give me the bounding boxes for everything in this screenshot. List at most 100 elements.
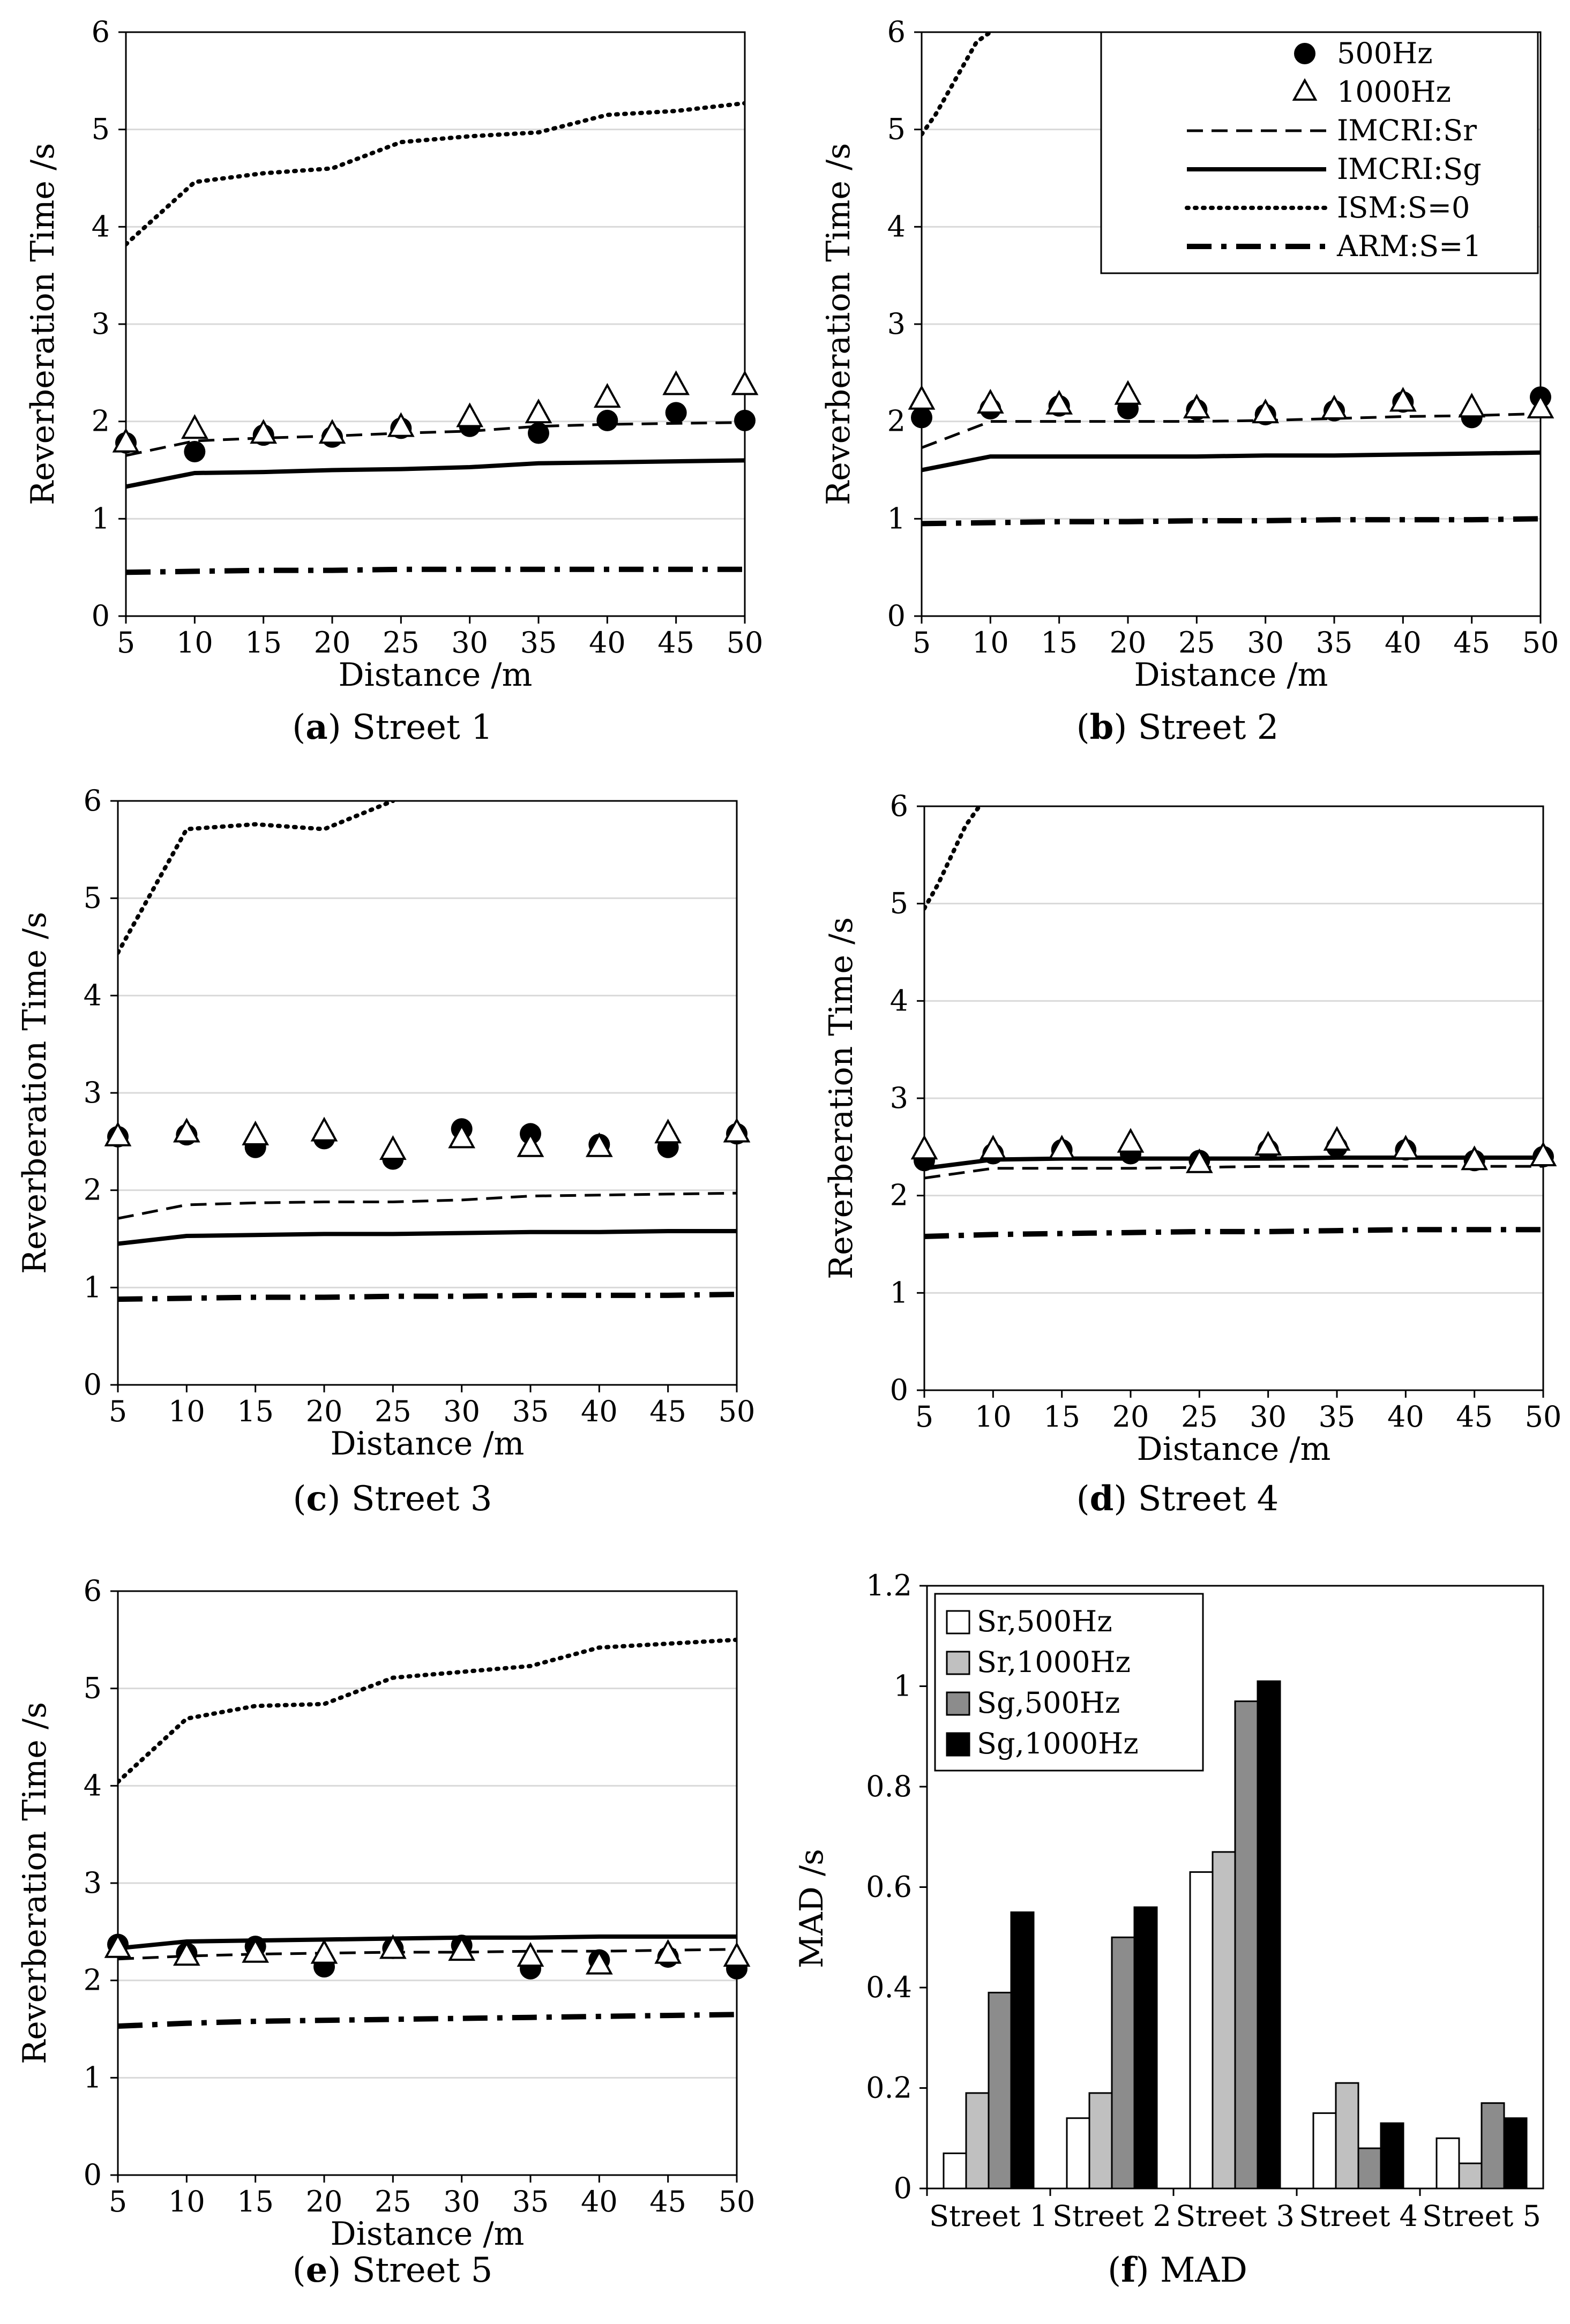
x-tick-label: 50 [1522,626,1559,659]
y-tick-label: 1.2 [866,1569,912,1602]
caption-a-letter: a [305,707,328,747]
point-1000hz [1254,1130,1282,1156]
legend-swatch [946,1732,970,1757]
point-1000hz [585,1950,613,1975]
point-1000hz [1045,389,1073,415]
x-tick-label: 15 [237,2185,274,2218]
legend-swatch-triangle [1292,78,1318,101]
y-tick-label: 0 [887,599,906,633]
point-1000hz [910,1135,938,1160]
x-tick-label: 35 [1316,626,1353,659]
y-axis-label: Reverberation Time /s [820,143,857,505]
point-1000hz [104,1121,132,1146]
y-axis-label: Reverberation Time /s [16,1702,54,2064]
legend-label: IMCRI:Sg [1337,152,1482,186]
series-line-arm-s1 [924,1227,1543,1239]
x-tick-label: 40 [1385,626,1422,659]
x-tick-label: 35 [512,2185,549,2218]
line-legend: 500Hz 1000Hz IMCRI:Sr IMCRI:Sg ISM:S=0 ARM:S=… [1100,31,1539,274]
point-1000hz [1252,398,1280,424]
point-1000hz [448,1936,476,1961]
point-1000hz [181,414,208,439]
x-tick-label: 20 [314,626,351,659]
x-tick-label: 35 [520,626,557,659]
x-tick-label: 30 [443,1395,480,1428]
point-1000hz [1048,1135,1076,1160]
bar-sr-1000hz [1088,2092,1113,2190]
y-axis-label: MAD /s [793,1849,831,1968]
series-line-ism-s0 [126,101,745,247]
point-1000hz [525,398,552,424]
point-500hz [911,407,932,429]
x-tick-label: 45 [1456,1400,1493,1434]
y-tick-label: 3 [887,307,906,341]
x-tick-label: 30 [451,626,488,659]
point-1000hz [310,1939,338,1964]
x-tick-label: 10 [168,2185,205,2218]
series-line-arm-s1 [118,1292,737,1302]
y-tick-label: 1 [894,1669,912,1703]
x-tick-label: 45 [657,626,694,659]
bar-sr-500hz [1189,1871,1214,2190]
caption-f-letter: f [1121,2250,1136,2290]
x-tick-label: 10 [972,626,1009,659]
x-tick-label: 45 [649,2185,686,2218]
bar-sr-500hz [1066,2117,1090,2190]
caption-e: (e) Street 5 [292,2250,493,2290]
legend-label: 500Hz [1337,36,1433,70]
bar-sg-500hz [1234,1700,1259,2190]
series-line-imcri-sr [118,1191,737,1220]
y-tick-label: 5 [92,113,110,146]
point-1000hz [379,1135,407,1160]
bar-sr-1000hz [1212,1851,1236,2190]
y-tick-label: 0 [890,1373,908,1407]
point-500hz [528,422,549,444]
y-tick-label: 0.2 [866,2071,912,2105]
x-tick-label: Street 1 [929,2199,1048,2233]
caption-c-text: Street 3 [351,1479,492,1519]
series-line-imcri-sr [924,1165,1543,1180]
x-tick-label: 15 [1041,626,1078,659]
y-tick-label: 1 [84,2060,102,2094]
point-1000hz [731,370,759,395]
y-tick-label: 5 [84,1671,102,1705]
y-tick-label: 0.8 [866,1770,912,1803]
x-tick-label: 5 [109,1395,127,1428]
series-line-arm-s1 [922,516,1541,527]
point-500hz [665,402,687,424]
series-lines [126,101,745,575]
x-tick-label: 5 [109,2185,127,2218]
series-line-imcri-sr [126,421,745,457]
y-tick-label: 4 [890,984,908,1017]
y-tick-label: 6 [84,1574,102,1608]
point-1000hz [654,1939,682,1964]
y-axis-label: Reverberation Time /s [24,143,62,505]
point-1000hz [723,1941,751,1967]
legend-swatch [946,1691,970,1716]
caption-a: (a) Street 1 [292,707,493,747]
point-1000hz [585,1132,613,1157]
y-tick-label: 1 [887,501,906,535]
x-tick-label: 25 [375,1395,412,1428]
legend-swatch [946,1651,970,1675]
x-tick-label: 30 [1247,626,1284,659]
bar-sg-500hz [1111,1936,1135,2190]
bar-sg-500hz [988,1991,1012,2190]
y-tick-label: 2 [84,1963,102,1997]
legend-label: ISM:S=0 [1337,191,1470,224]
point-1000hz [104,1933,132,1958]
x-tick-label: 20 [1112,1400,1149,1434]
y-tick-label: 2 [887,404,906,438]
x-tick-label: 25 [1181,1400,1218,1434]
point-500hz [734,409,756,431]
bar-sg-1000hz [1133,1906,1158,2190]
y-tick-label: 3 [84,1076,102,1109]
y-tick-label: 5 [890,887,908,920]
series-lines [924,806,1543,1239]
x-tick-label: 10 [168,1395,205,1428]
bar-sr-1000hz [965,2092,990,2190]
point-1000hz [593,383,621,408]
x-axis-label: Distance /m [1137,1430,1331,1468]
